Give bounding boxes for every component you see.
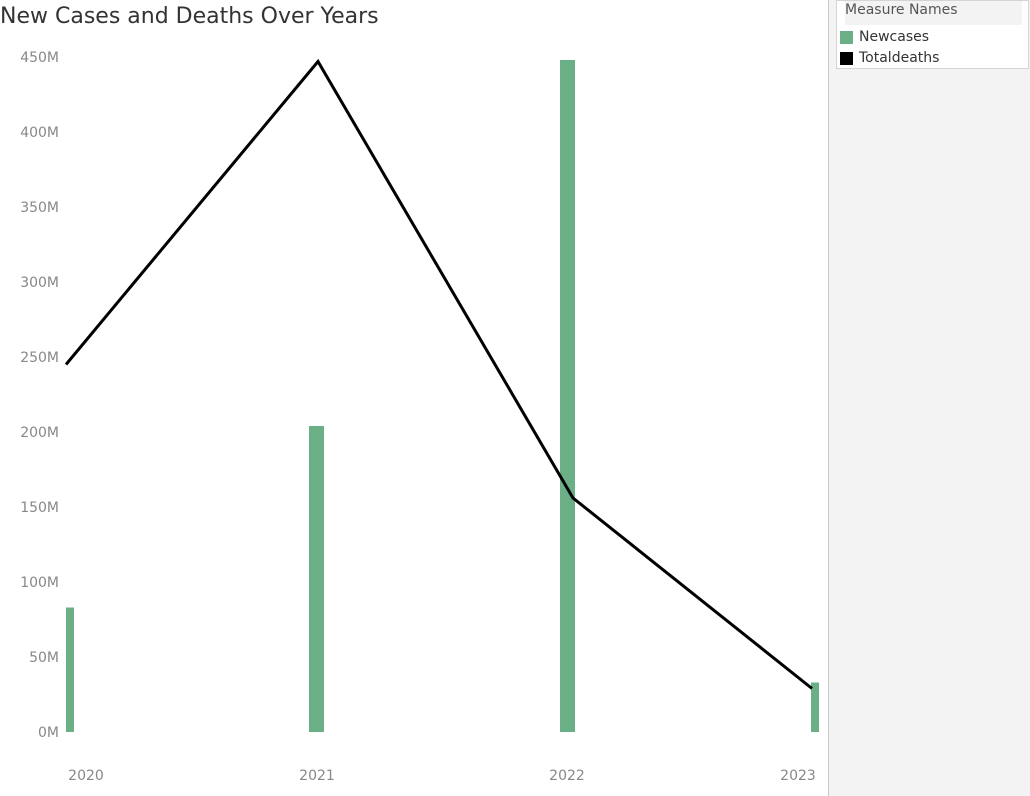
legend-label-totaldeaths: Totaldeaths [859, 50, 940, 66]
legend-swatch-newcases [840, 30, 853, 44]
y-tick-label: 200M [20, 425, 59, 441]
legend-pane: Measure Names Newcases Totaldeaths [828, 0, 1030, 796]
y-axis: 0M 50M 100M 150M 200M 250M 300M 350M 400M 450M [20, 50, 59, 741]
x-axis: 2020 2021 2022 2023 [68, 768, 816, 784]
y-tick-label: 450M [20, 50, 59, 66]
y-tick-label: 250M [20, 350, 59, 366]
y-tick-label: 350M [20, 200, 59, 216]
bar-newcases-2023[interactable] [811, 682, 819, 733]
legend-swatch-totaldeaths [840, 51, 853, 65]
line-totaldeaths[interactable] [64, 58, 813, 690]
y-tick-label: 0M [38, 725, 59, 741]
legend-item-totaldeaths[interactable]: Totaldeaths [840, 49, 939, 67]
y-tick-label: 300M [20, 275, 59, 291]
x-tick-label: 2023 [780, 768, 816, 784]
bar-newcases-2020[interactable] [66, 607, 74, 733]
legend-item-newcases[interactable]: Newcases [840, 28, 929, 46]
totaldeaths-line-group [64, 58, 813, 690]
y-tick-label: 50M [29, 650, 59, 666]
x-tick-label: 2020 [68, 768, 104, 784]
legend-title: Measure Names [845, 1, 1022, 25]
y-tick-label: 400M [20, 125, 59, 141]
y-tick-label: 100M [20, 575, 59, 591]
y-tick-label: 150M [20, 500, 59, 516]
bar-newcases-2021[interactable] [309, 426, 324, 732]
newcases-bars [66, 60, 819, 732]
x-tick-label: 2021 [299, 768, 335, 784]
chart-plot: 0M 50M 100M 150M 200M 250M 300M 350M 400M 450M 20… [20, 50, 819, 784]
chart-title: New Cases and Deaths Over Years [0, 4, 379, 29]
legend-label-newcases: Newcases [859, 29, 930, 45]
legend: Measure Names Newcases Totaldeaths [836, 0, 1029, 69]
x-tick-label: 2022 [549, 768, 585, 784]
bar-newcases-2022[interactable] [560, 60, 575, 732]
